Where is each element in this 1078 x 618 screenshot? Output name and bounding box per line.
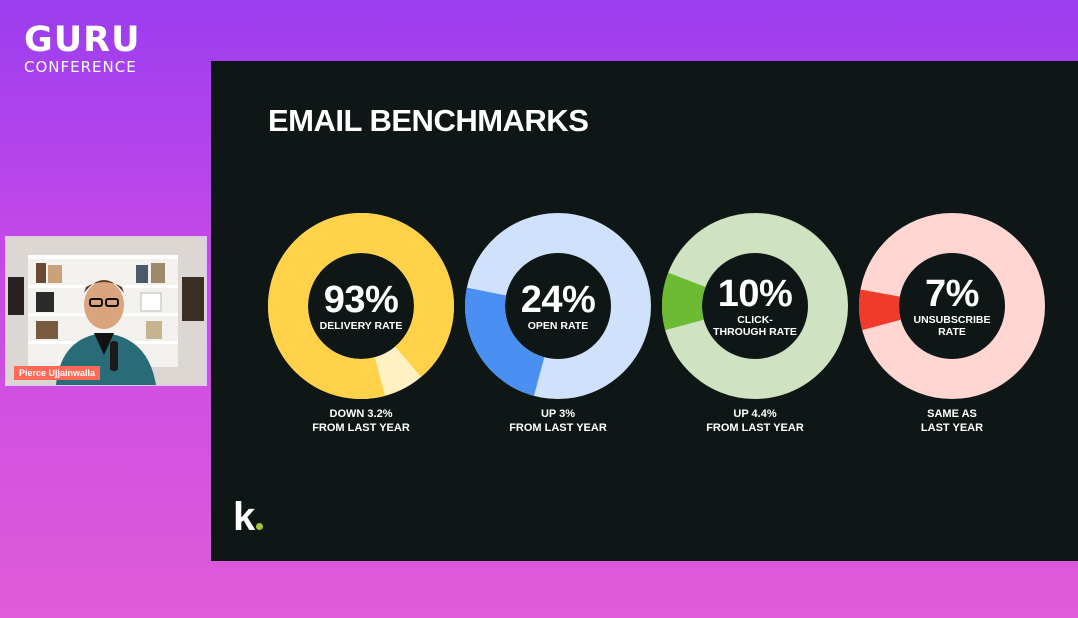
unsubscribe-rate-donut xyxy=(859,213,1045,399)
metric-label: OPEN RATE xyxy=(527,320,589,332)
brand-title: GURU xyxy=(24,20,141,60)
presentation-slide: EMAIL BENCHMARKS 93% DELIVERY RATE DOWN … xyxy=(211,61,1078,561)
logo-dot xyxy=(256,523,264,530)
open-rate-donut xyxy=(465,213,651,399)
metric-label: UNSUBSCRIBE RATE xyxy=(913,314,991,338)
slide-title: EMAIL BENCHMARKS xyxy=(268,103,589,138)
speaker-name-tag: Pierce Ujjainwalla xyxy=(14,366,101,380)
note-line-2: FROM LAST YEAR xyxy=(706,422,804,434)
metric-change-note: SAME AS LAST YEAR xyxy=(859,407,1045,435)
metric-value: 93% xyxy=(323,279,399,321)
note-line-1: DOWN 3.2% xyxy=(329,408,393,420)
donut-value-arc xyxy=(465,287,546,396)
note-line-2: FROM LAST YEAR xyxy=(509,422,607,434)
logo-letter: k xyxy=(233,495,256,539)
note-line-1: UP 3% xyxy=(540,408,576,420)
note-line-2: FROM LAST YEAR xyxy=(312,422,410,434)
metric-label: DELIVERY RATE xyxy=(319,320,403,332)
note-line-1: SAME AS xyxy=(927,408,977,420)
donut-value-arc xyxy=(859,289,902,331)
metric-label: CLICK-THROUGH RATE xyxy=(713,314,797,338)
guru-conference-logo: GURU CONFERENCE xyxy=(24,20,141,76)
metric-unsubscribe-rate: 7% UNSUBSCRIBE RATE SAME AS LAST YEAR xyxy=(859,213,1045,435)
metric-value: 10% xyxy=(717,273,793,315)
metric-delivery-rate: 93% DELIVERY RATE DOWN 3.2% FROM LAST YE… xyxy=(268,213,454,435)
brand-subtitle: CONFERENCE xyxy=(24,58,137,76)
delivery-rate-donut xyxy=(268,213,454,399)
donut-value-arc xyxy=(268,213,454,399)
metric-change-note: UP 3% FROM LAST YEAR xyxy=(465,407,651,435)
metric-change-note: DOWN 3.2% FROM LAST YEAR xyxy=(268,407,454,435)
metric-value: 24% xyxy=(520,279,596,321)
metric-open-rate: 24% OPEN RATE UP 3% FROM LAST YEAR xyxy=(465,213,651,435)
speaker-webcam: Pierce Ujjainwalla xyxy=(5,236,207,386)
metric-change-note: UP 4.4% FROM LAST YEAR xyxy=(662,407,848,435)
metric-value: 7% xyxy=(925,273,979,315)
company-logo: k xyxy=(233,495,264,539)
click-through-rate-donut xyxy=(662,213,848,399)
note-line-2: LAST YEAR xyxy=(920,422,984,434)
donut-value-arc xyxy=(662,272,706,331)
webcam-video-frame xyxy=(6,237,206,385)
metric-click-through-rate: 10% CLICK-THROUGH RATE UP 4.4% FROM LAST… xyxy=(662,213,848,435)
note-line-1: UP 4.4% xyxy=(733,408,777,420)
